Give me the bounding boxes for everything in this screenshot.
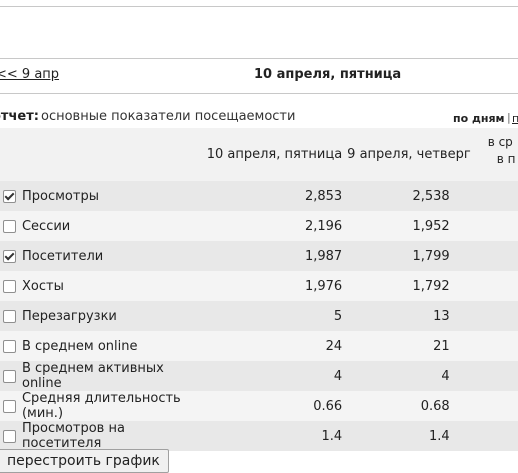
metric-value-day2: 4 [347,361,479,391]
header-date-2: 9 апреля, четверг [347,128,479,181]
header-average: в ср в п [478,128,518,181]
metric-value-average [478,181,518,211]
stats-table: 10 апреля, пятница 9 апреля, четверг в с… [0,128,518,451]
metric-value-day1: 0.66 [206,391,348,421]
metric-value-day1: 1,976 [206,271,348,301]
metric-value-day2: 2,538 [347,181,479,211]
metric-name: Сессии [21,211,207,241]
metric-value-day2: 1,799 [347,241,479,271]
date-navigation: << 9 апр 10 апреля, пятница [0,60,518,92]
header-average-line2: в п [496,152,516,166]
metric-value-average [478,421,518,451]
metric-name: Посетители [21,241,207,271]
row-checkbox[interactable] [3,339,17,353]
metric-name: Перезагрузки [21,301,207,331]
metric-value-average [478,211,518,241]
period-separator: | [507,111,511,124]
period-next-link[interactable]: п [512,112,518,125]
metric-value-day1: 4 [206,361,348,391]
metric-name: В среднем online [21,331,207,361]
row-checkbox[interactable] [3,369,17,383]
row-checkbox-cell [0,241,22,271]
metric-value-day1: 2,196 [206,211,348,241]
table-row: Просмотров на посетителя 1.4 1.4 [0,421,518,451]
row-checkbox[interactable] [3,399,17,413]
nav-bottom-divider [0,93,518,94]
row-checkbox-cell [0,421,22,451]
metric-name: Средняя длительность (мин.) [21,391,207,421]
metric-value-average [478,391,518,421]
period-by-days: по дням [453,112,505,125]
metric-value-day1: 1,987 [206,241,348,271]
row-checkbox[interactable] [3,279,17,293]
metric-value-average [478,271,518,301]
row-checkbox-cell [0,181,22,211]
nav-top-divider [0,58,518,59]
row-checkbox-cell [0,271,22,301]
metric-name: Хосты [21,271,207,301]
row-checkbox-cell [0,301,22,331]
current-date-title: 10 апреля, пятница [254,67,402,82]
table-row: В среднем активных online 4 4 [0,361,518,391]
table-row: Просмотры 2,853 2,538 [0,181,518,211]
table-row: Посетители 1,987 1,799 [0,241,518,271]
metric-value-day1: 1.4 [206,421,348,451]
metric-value-day1: 2,853 [206,181,348,211]
metric-value-average [478,361,518,391]
report-label: отчет: [0,109,39,124]
metric-value-day2: 1,952 [347,211,479,241]
metric-value-day2: 1.4 [347,421,479,451]
metric-value-day2: 1,792 [347,271,479,301]
table-row: Хосты 1,976 1,792 [0,271,518,301]
report-header: отчет: основные показатели посещаемости … [0,108,518,128]
row-checkbox[interactable] [3,189,17,203]
table-row: Сессии 2,196 1,952 [0,211,518,241]
table-row: Перезагрузки 5 13 [0,301,518,331]
table-row: В среднем online 24 21 [0,331,518,361]
metric-value-day1: 24 [206,331,348,361]
header-average-line1: в ср [487,135,513,149]
metric-value-average [478,331,518,361]
row-checkbox[interactable] [3,249,17,263]
top-divider [0,6,518,7]
header-checkbox-cell [0,128,22,181]
metric-value-average [478,241,518,271]
metric-value-day2: 13 [347,301,479,331]
report-description: основные показатели посещаемости [41,109,296,124]
table-header-row: 10 апреля, пятница 9 апреля, четверг в с… [0,128,518,181]
row-checkbox[interactable] [3,309,17,323]
row-checkbox[interactable] [3,429,17,443]
row-checkbox[interactable] [3,219,17,233]
row-checkbox-cell [0,211,22,241]
metric-value-day2: 21 [347,331,479,361]
metric-value-average [478,301,518,331]
header-name-cell [21,128,207,181]
metric-name: Просмотры [21,181,207,211]
metric-name: В среднем активных online [21,361,207,391]
metric-value-day2: 0.68 [347,391,479,421]
rebuild-chart-button[interactable]: перестроить график [0,449,169,473]
row-checkbox-cell [0,331,22,361]
metric-value-day1: 5 [206,301,348,331]
metric-name: Просмотров на посетителя [21,421,207,451]
row-checkbox-cell [0,391,22,421]
prev-day-link[interactable]: << 9 апр [0,67,60,82]
header-date-1: 10 апреля, пятница [206,128,348,181]
table-row: Средняя длительность (мин.) 0.66 0.68 [0,391,518,421]
row-checkbox-cell [0,361,22,391]
